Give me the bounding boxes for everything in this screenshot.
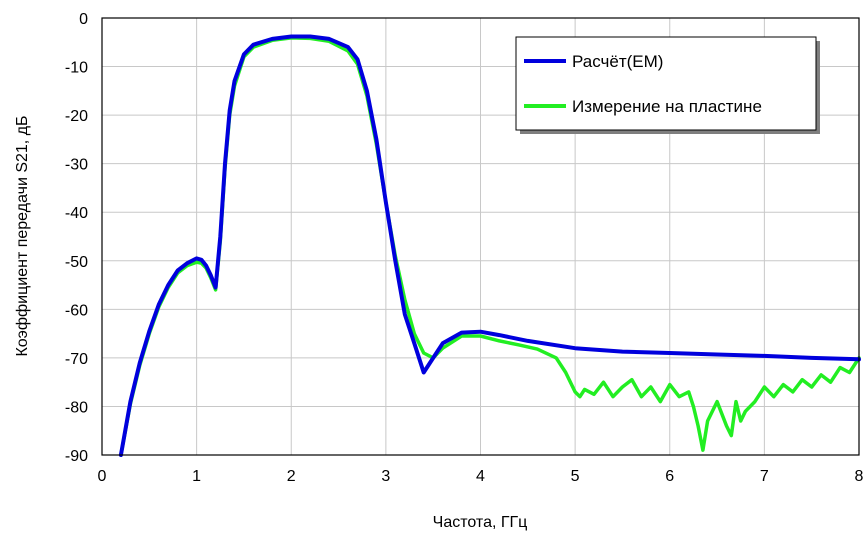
y-tick-label: -40 (65, 205, 88, 222)
y-tick-label: -20 (65, 108, 88, 125)
x-tick-label: 0 (98, 468, 107, 485)
x-tick-label: 7 (760, 468, 769, 485)
series-line-0 (118, 34, 861, 457)
x-tick-label: 6 (665, 468, 674, 485)
legend: Расчёт(EM) Измерение на пластине (515, 36, 820, 134)
y-tick-label: -70 (65, 351, 88, 368)
y-tick-label: -10 (65, 60, 88, 77)
y-tick-label: -50 (65, 254, 88, 271)
y-axis-title: Коэффициент передачи S21, дБ (14, 115, 31, 356)
tick-labels: 0 1 2 3 4 5 6 7 8 0 -10 -20 -30 -40 -50 -60 -70 -80 -90 (65, 11, 864, 485)
y-tick-label: 0 (79, 11, 88, 28)
x-tick-label: 3 (381, 468, 390, 485)
y-tick-label: -90 (65, 448, 88, 465)
plot-frame (101, 17, 860, 456)
y-tick-label: -30 (65, 157, 88, 174)
x-tick-label: 5 (571, 468, 580, 485)
y-tick-label: -60 (65, 302, 88, 319)
y-tick-label: -80 (65, 399, 88, 416)
x-axis-title: Частота, ГГц (433, 514, 528, 531)
legend-box (515, 36, 817, 131)
x-tick-label: 1 (192, 468, 201, 485)
x-tick-label: 2 (287, 468, 296, 485)
x-tick-label: 4 (476, 468, 485, 485)
legend-label-measured: Измерение на пластине (572, 97, 762, 116)
legend-label-calc: Расчёт(EM) (572, 52, 663, 71)
series-group (118, 34, 861, 457)
x-tick-label: 8 (855, 468, 864, 485)
